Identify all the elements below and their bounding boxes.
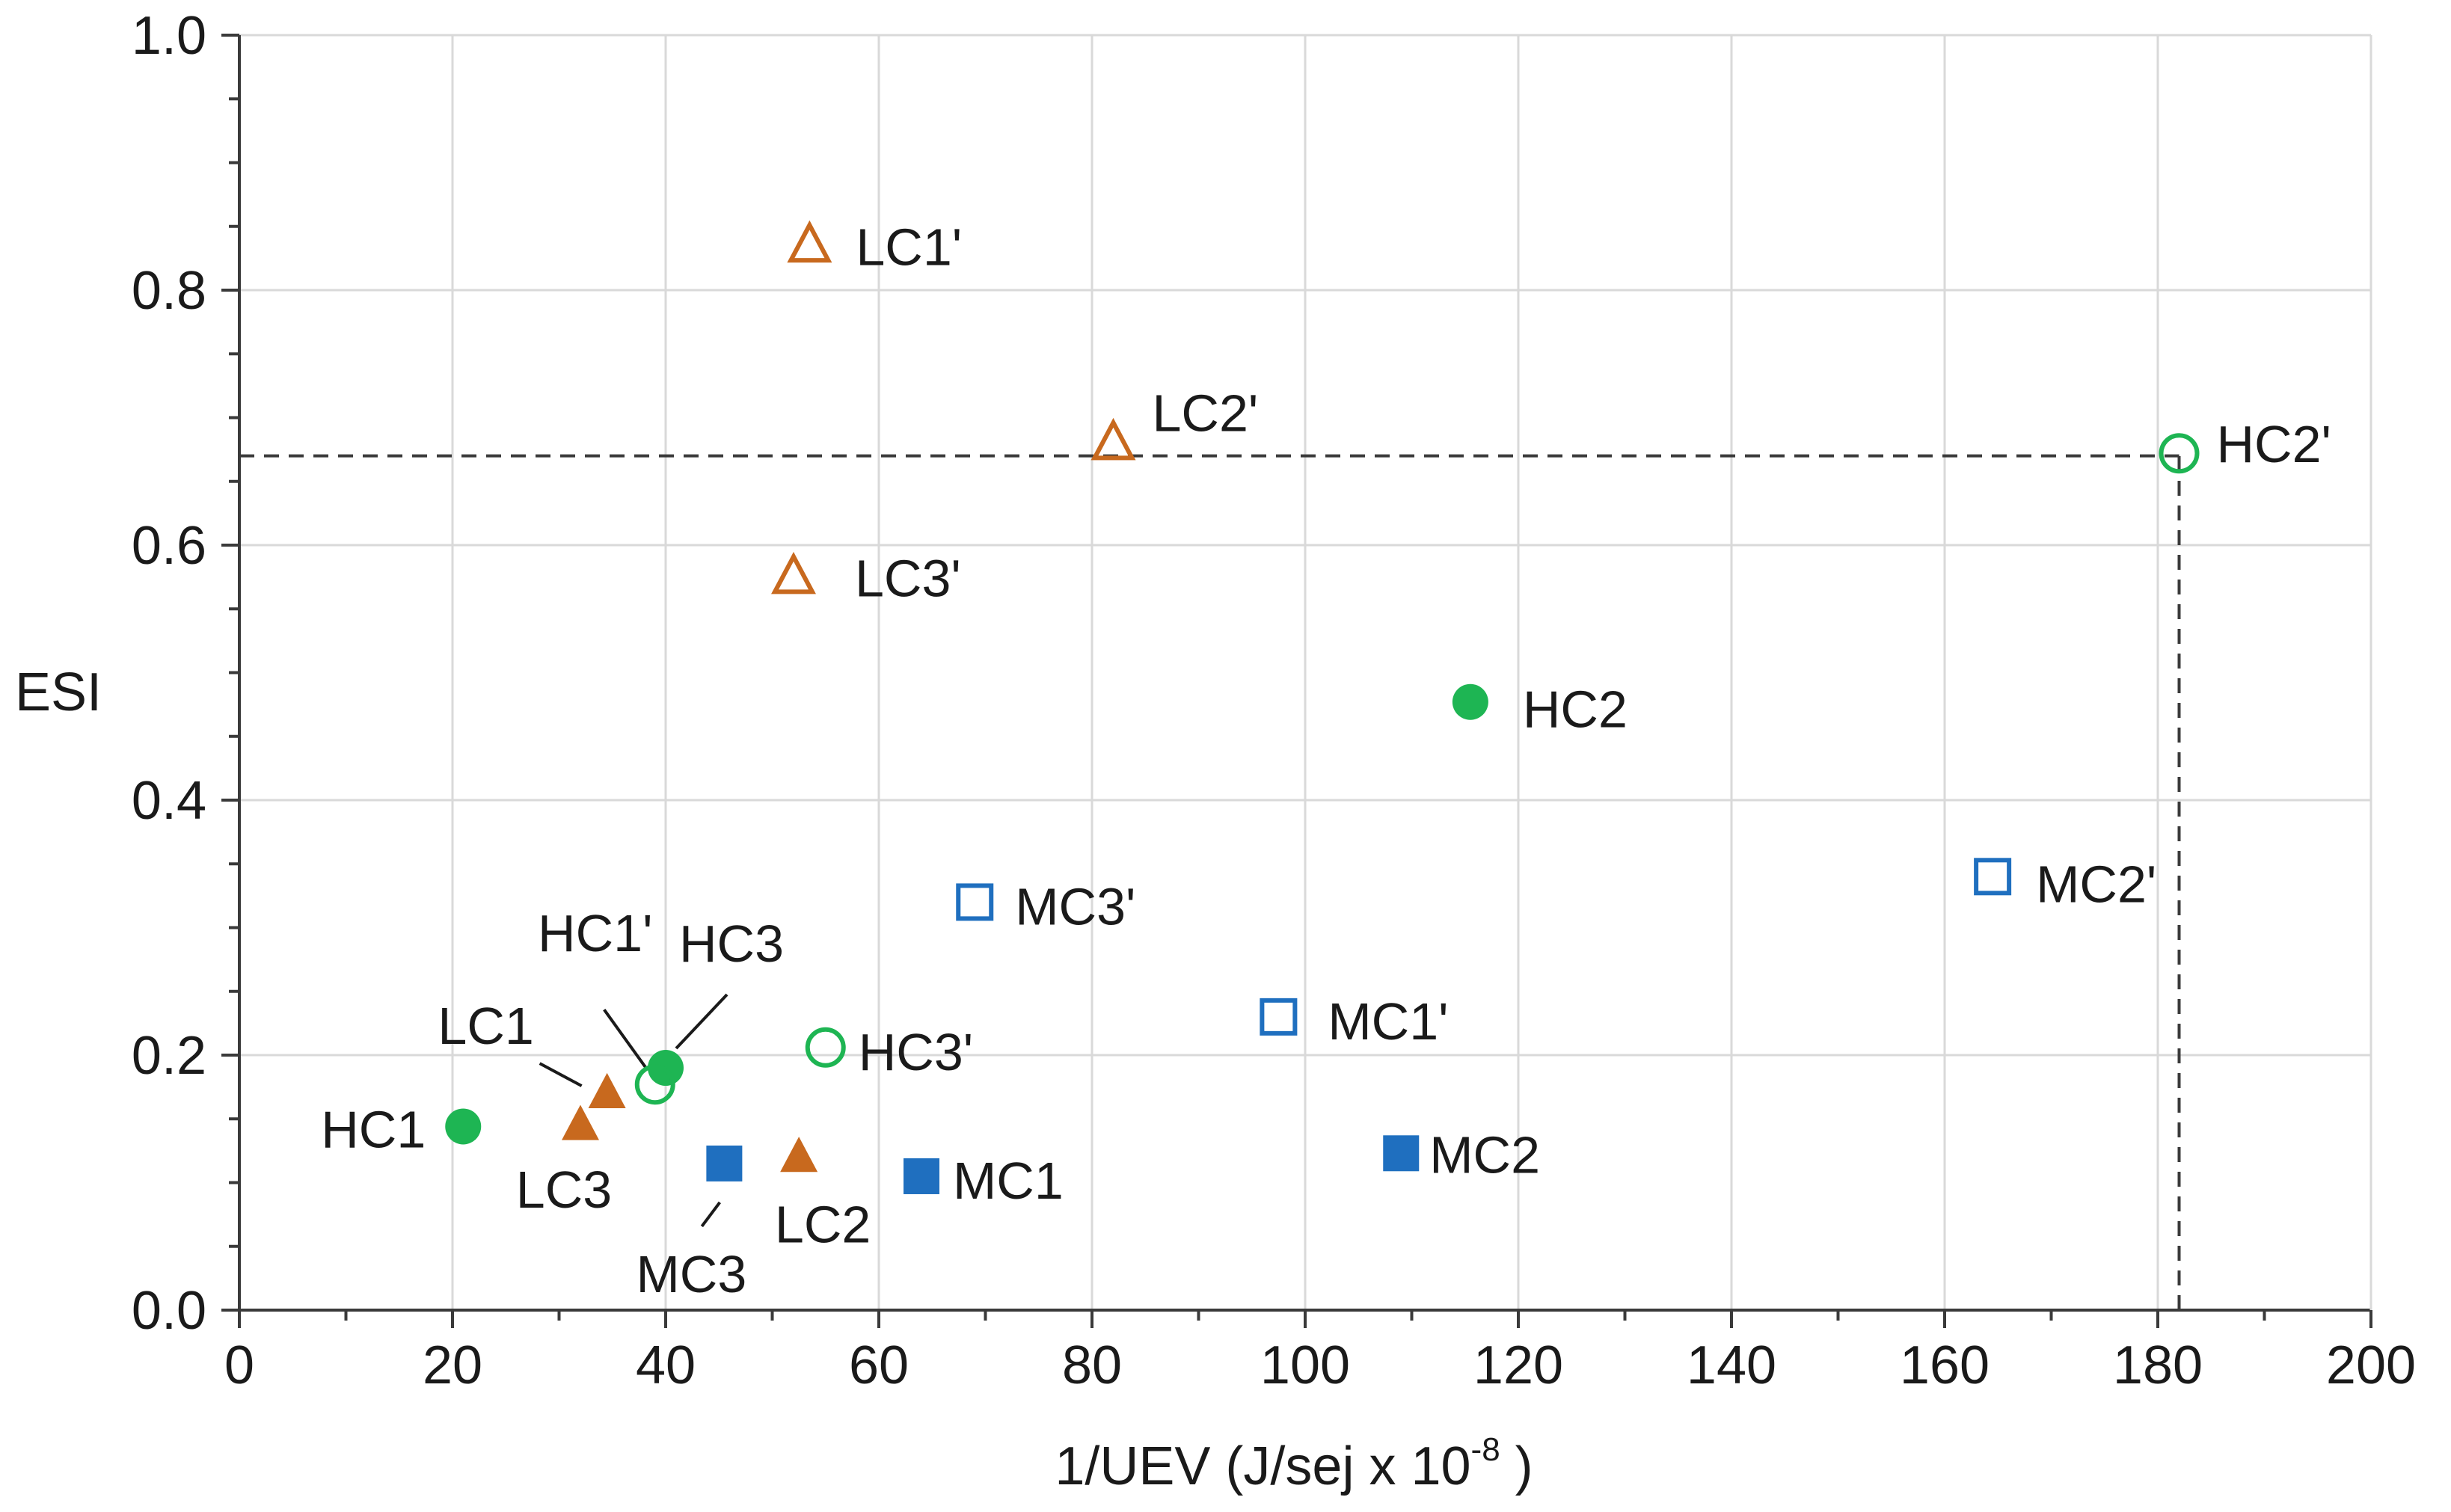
y-tick-label: 0.6	[132, 516, 206, 576]
point-mc2-label: MC2	[1429, 1125, 1540, 1184]
point-lc2-prime	[1090, 417, 1136, 461]
point-lc3-prime-label: LC3'	[855, 550, 961, 608]
x-axis-title-suffix: )	[1500, 1436, 1533, 1496]
x-tick-label: 180	[2113, 1336, 2203, 1395]
x-tick-label: 140	[1687, 1336, 1776, 1395]
point-lc1-leader	[539, 1062, 583, 1087]
y-tick-label: 0.4	[132, 771, 206, 831]
point-mc3-label: MC3	[636, 1245, 746, 1303]
point-mc3-leader	[700, 1201, 721, 1228]
x-tick-label: 100	[1260, 1336, 1350, 1395]
point-mc1-prime	[1260, 998, 1298, 1036]
point-lc1-prime-label: LC1'	[856, 218, 962, 276]
point-hc1-label: HC1	[321, 1100, 426, 1158]
point-lc2-prime-label: LC2'	[1153, 384, 1259, 443]
point-mc3	[706, 1145, 743, 1181]
point-lc1-prime	[787, 220, 832, 263]
x-tick-label: 120	[1473, 1336, 1563, 1395]
grid	[239, 34, 2371, 1312]
x-tick-label: 60	[849, 1336, 909, 1395]
y-tick-label: 1.0	[132, 6, 206, 66]
y-tick-label: 0.2	[132, 1026, 206, 1086]
x-tick-label: 160	[1900, 1336, 1990, 1395]
axes	[221, 34, 2372, 1328]
x-tick-label: 0	[224, 1336, 254, 1395]
point-lc2	[780, 1137, 818, 1173]
point-hc3-prime-label: HC3'	[859, 1023, 973, 1081]
point-mc1-prime-label: MC1'	[1328, 992, 1448, 1051]
point-mc3-prime-label: MC3'	[1015, 877, 1135, 935]
point-lc1	[588, 1072, 626, 1108]
x-axis-title-exponent: -8	[1471, 1431, 1500, 1468]
point-hc2	[1452, 683, 1488, 720]
point-hc2-prime	[2159, 433, 2200, 474]
point-mc2-prime	[1974, 858, 2012, 896]
point-hc1-prime	[634, 1064, 675, 1105]
point-mc1-label: MC1	[953, 1152, 1064, 1210]
point-mc2-prime-label: MC2'	[2036, 855, 2156, 913]
point-hc2-prime-label: HC2'	[2217, 415, 2331, 473]
point-hc1	[445, 1108, 482, 1145]
point-hc3-label: HC3	[679, 915, 784, 973]
point-hc2-label: HC2	[1523, 680, 1628, 739]
y-tick-labels: 0.0 0.2 0.4 0.6 0.8 1.0	[132, 6, 206, 1341]
y-tick-label: 0.8	[132, 261, 206, 321]
data-points	[445, 220, 2200, 1194]
x-axis-title: 1/UEV (J/sej x 10-8 )	[1055, 1431, 1533, 1496]
x-axis-title-main: 1/UEV (J/sej x 10	[1055, 1436, 1470, 1496]
x-tick-labels: 0 20 40 60 80 100 120 140 160 180 200	[224, 1336, 2416, 1395]
point-mc3-prime	[956, 883, 994, 921]
point-hc3-leader	[675, 993, 728, 1050]
point-hc1-prime-leader	[603, 1009, 648, 1069]
y-axis-title: ESI	[15, 663, 102, 722]
point-lc3-prime	[771, 551, 816, 594]
point-hc3-prime	[805, 1027, 846, 1068]
point-lc2-label: LC2	[775, 1195, 871, 1253]
point-lc3	[562, 1104, 599, 1140]
point-lc1-label: LC1	[438, 997, 533, 1055]
y-tick-label: 0.0	[132, 1281, 206, 1341]
point-labels: LC1' LC2' LC3' HC2' HC2 MC2' MC3' MC1' HC3' HC3 HC…	[321, 218, 2331, 1303]
leader-lines	[539, 993, 728, 1228]
x-tick-label: 80	[1062, 1336, 1122, 1395]
x-tick-label: 40	[636, 1336, 696, 1395]
point-hc1-prime-label: HC1'	[538, 904, 652, 962]
point-lc3-label: LC3	[516, 1161, 612, 1219]
point-mc1	[904, 1158, 939, 1194]
point-mc2	[1383, 1135, 1420, 1172]
x-tick-label: 20	[423, 1336, 482, 1395]
reference-lines	[239, 454, 2181, 1310]
x-tick-label: 200	[2326, 1336, 2416, 1395]
